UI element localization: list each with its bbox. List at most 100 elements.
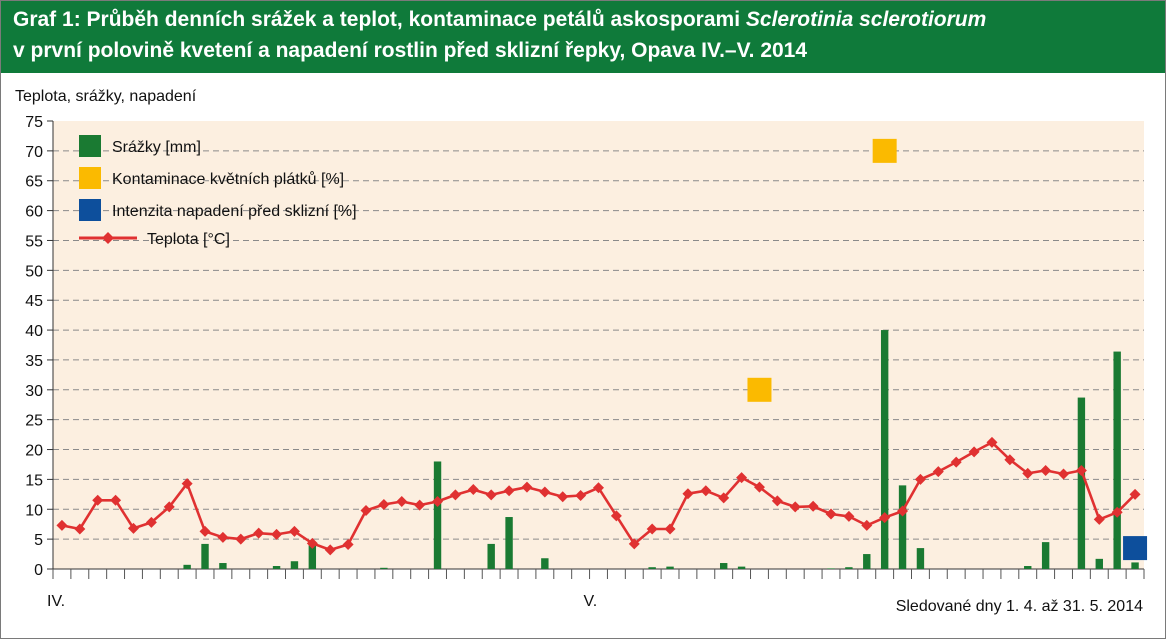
temperature-marker (610, 510, 622, 522)
temperature-marker (986, 436, 998, 448)
precip-bar (219, 563, 227, 569)
precip-bar (380, 567, 388, 569)
temperature-marker (843, 510, 855, 522)
temperature-marker (324, 544, 336, 556)
chart: 0 5 10 15 20 25 30 35 40 45 50 55 60 65 70 75 Srážky [mm… (15, 88, 1148, 615)
temperature-marker (199, 525, 211, 537)
plot-area (53, 121, 1144, 569)
temperature-marker (646, 523, 658, 535)
legend-label: Teplota [°C] (147, 231, 230, 248)
temperature-marker (485, 489, 497, 501)
temperature-marker (396, 496, 408, 508)
temperature-marker (503, 485, 515, 497)
y-tick-label: 50 (25, 263, 43, 280)
y-tick-label: 65 (25, 174, 43, 191)
temperature-marker (271, 528, 283, 540)
temperature-marker (1040, 464, 1052, 476)
legend-label: Srážky [mm] (112, 139, 201, 156)
legend-label: Intenzita napadení před sklizní [%] (112, 203, 357, 220)
temperature-marker (92, 494, 104, 506)
temperature-marker (306, 537, 318, 549)
chart-title-line-2: v první polovině kvetení a napadení rost… (13, 39, 808, 62)
y-tick-label: 70 (25, 144, 43, 161)
precip-bar (1113, 351, 1121, 569)
y-tick-label: 10 (25, 502, 43, 519)
temperature-marker (557, 491, 569, 503)
precip-bar (916, 548, 925, 569)
legend-label: Kontaminace květních plátků [%] (112, 170, 344, 188)
legend-swatch (79, 135, 101, 157)
y-tick-label: 40 (25, 323, 43, 340)
y-tick-label: 60 (25, 204, 43, 221)
precip-bar (487, 543, 495, 569)
temperature-marker (932, 466, 944, 478)
chart-title-line-1-text: Graf 1: Průběh denních srážek a teplot, … (13, 8, 746, 31)
precip-bar (719, 563, 728, 569)
temperature-marker (449, 489, 461, 501)
temperature-marker (593, 482, 604, 494)
y-tick-label: 55 (25, 233, 43, 250)
precip-bar (880, 330, 889, 569)
temperature-marker (628, 538, 640, 550)
temperature-marker (575, 490, 587, 502)
month-label: IV. (47, 593, 65, 610)
precip-bar (272, 566, 281, 569)
temperature-marker (771, 495, 783, 507)
precip-bar (1095, 558, 1103, 569)
temperature-marker (539, 486, 551, 498)
temperature-marker (56, 519, 68, 531)
precip-bar (648, 567, 656, 569)
temperature-marker (1111, 506, 1123, 518)
temperature-marker (145, 516, 157, 528)
temperature-marker (74, 523, 86, 535)
temperature-marker (700, 485, 712, 497)
temperature-marker (1058, 468, 1070, 480)
chart-title-line-1: Graf 1: Průběh denních srážek a teplot, … (13, 8, 986, 32)
temperature-marker (825, 508, 837, 520)
precip-bar (1041, 542, 1050, 569)
contamination-marker (872, 138, 897, 163)
temperature-marker (521, 481, 533, 493)
y-tick-label: 20 (25, 443, 43, 460)
precip-bar (1024, 566, 1032, 569)
temperature-marker (432, 496, 444, 508)
infestation-marker (1123, 536, 1148, 561)
temperature-marker (879, 512, 891, 524)
precip-bar (505, 517, 513, 569)
temperature-marker (163, 501, 175, 513)
legend-swatch (79, 167, 101, 189)
temperature-marker (807, 500, 819, 512)
precip-bar (201, 543, 209, 569)
temperature-marker (342, 539, 354, 551)
precip-bar (433, 461, 442, 569)
temperature-marker (861, 519, 873, 531)
temperature-marker (968, 446, 980, 458)
temperature-marker (414, 499, 426, 511)
temperature-marker (181, 478, 193, 490)
temperature-marker (467, 484, 479, 496)
precip-bar (541, 558, 549, 569)
x-axis-title: Sledované dny 1. 4. až 31. 5. 2014 (896, 598, 1143, 615)
precip-bar (737, 566, 746, 569)
temperature-marker (1004, 454, 1016, 466)
temperature-marker (753, 481, 765, 493)
y-tick-label: 25 (25, 413, 43, 430)
y-tick-label: 15 (25, 472, 43, 489)
month-label: V. (584, 593, 598, 610)
temperature-marker (360, 504, 372, 516)
temperature-marker (789, 501, 801, 513)
temperature-marker (378, 498, 390, 510)
temperature-marker (235, 533, 247, 545)
y-tick-label: 35 (25, 353, 43, 370)
precip-bar (308, 545, 317, 569)
temperature-marker (288, 525, 300, 537)
precip-bar (1077, 397, 1086, 569)
y-tick-label: 45 (25, 293, 43, 310)
temperature-marker (127, 522, 139, 534)
temperature-marker (1075, 464, 1087, 476)
precip-bar (845, 567, 853, 569)
temperature-marker (1093, 513, 1105, 525)
contamination-marker (747, 377, 772, 402)
y-tick-label: 30 (25, 383, 43, 400)
